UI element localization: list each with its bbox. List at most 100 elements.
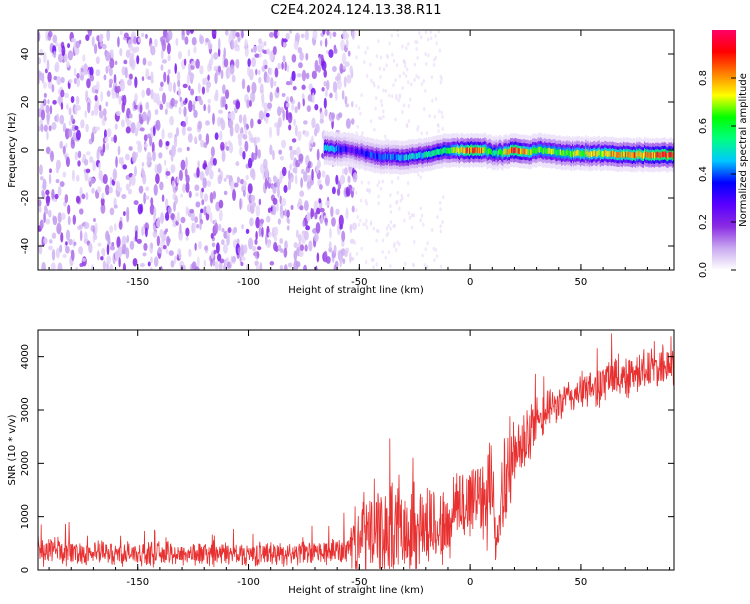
spectrogram-noise-cell (143, 134, 148, 142)
spectrogram-signal-cell (463, 148, 465, 155)
spectrogram-signal-cell (433, 150, 435, 156)
spectrogram-noise-cell (345, 38, 349, 49)
spectrogram-noise-cell (125, 126, 131, 134)
spectrogram-noise-cell (92, 160, 96, 172)
spectrogram-noise-cell (43, 124, 48, 132)
spectrogram-noise-cell (39, 48, 44, 57)
spectrogram-signal-cell (347, 146, 349, 153)
spectrogram-signal-cell (503, 148, 505, 155)
spectrogram-signal-cell (651, 151, 654, 158)
spectrogram-noise-cell (176, 211, 180, 223)
spectrogram-noise-cell (170, 260, 175, 268)
spectrogram-signal-cell (497, 149, 500, 156)
spectrogram-signal-cell (473, 147, 475, 154)
spectrogram-noise-cell (133, 165, 137, 177)
spectrogram-noise-cell (287, 111, 293, 124)
spectrogram-noise-cell (439, 264, 443, 269)
spectrogram-noise-cell (283, 264, 288, 270)
spectrogram-noise-cell (252, 170, 256, 181)
spectrogram-noise-cell (150, 242, 154, 249)
spectrogram-noise-cell (93, 234, 98, 241)
spectrogram-noise-cell (133, 200, 139, 206)
spectrogram-signal-cell (617, 152, 619, 158)
spectrogram-noise-cell (287, 179, 292, 191)
colorbar-tick-label: 0.8 (698, 70, 709, 86)
spectrogram-noise-cell (413, 239, 416, 244)
spectrogram-noise-cell (185, 115, 189, 126)
spectrogram-noise-cell (153, 256, 159, 267)
spectrogram-noise-cell (324, 108, 328, 117)
spectrogram-noise-cell (430, 227, 434, 232)
spectrogram-noise-cell (222, 243, 228, 254)
spectrogram-noise-cell (103, 129, 107, 139)
spectrogram-noise-cell (233, 182, 239, 188)
spectrogram-noise-cell (45, 104, 50, 114)
spectrogram-noise-cell (375, 262, 378, 267)
spectrogram-noise-cell (297, 101, 301, 110)
spectrogram-noise-cell (281, 139, 287, 149)
spectrogram-noise-cell (362, 222, 365, 227)
spectrogram-noise-cell (214, 72, 218, 85)
spectrogram-noise-cell (79, 208, 84, 215)
spectrogram-noise-cell (66, 61, 70, 68)
spectrogram-noise-cell (297, 233, 302, 243)
spectrogram-noise-cell (152, 125, 156, 137)
spectrogram-noise-cell (103, 74, 107, 81)
spectrogram-noise-cell (108, 186, 113, 194)
spectrogram-signal-cell (378, 153, 380, 160)
spectrogram-noise-cell (246, 99, 250, 109)
spectrogram-noise-cell (116, 85, 122, 93)
spectrogram-signal-cell (579, 151, 582, 158)
spectrogram-noise-cell (194, 184, 200, 192)
spectrogram-noise-cell (91, 110, 95, 117)
spectrogram-noise-cell (191, 60, 197, 66)
spectrogram-noise-cell (341, 230, 346, 242)
spectrogram-noise-cell (130, 52, 135, 60)
spectrogram-noise-cell (122, 262, 126, 270)
spectrogram-noise-cell (142, 57, 147, 66)
spectrogram-signal-cell (536, 147, 538, 154)
spectrogram-noise-cell (298, 62, 303, 69)
spectrogram-noise-cell (177, 51, 182, 60)
spectrogram-noise-cell (312, 30, 318, 41)
spectrogram-signal-cell (652, 152, 655, 159)
spectrogram-noise-cell (199, 99, 204, 106)
spectrogram-signal-cell (598, 149, 600, 156)
spectrogram-noise-cell (344, 61, 350, 68)
spectrogram-noise-cell (358, 218, 362, 223)
spectrogram-noise-cell (281, 198, 287, 207)
spectrogram-noise-cell (320, 54, 324, 60)
spectrogram-signal-cell (609, 150, 611, 157)
spectrogram-signal-cell (326, 145, 328, 152)
spectrogram-noise-cell (280, 248, 284, 254)
spectrogram-noise-cell (49, 105, 53, 115)
spectrogram-x-axis: -150 -100 -50 0 50 (48, 30, 671, 288)
spectrogram-noise-cell (332, 65, 337, 72)
spectrogram-noise-cell (417, 75, 420, 80)
spectrogram-signal-cell (662, 151, 665, 158)
spectrogram-noise-cell (322, 30, 326, 35)
spectrogram-noise-cell (268, 126, 273, 139)
spectrogram-noise-cell (385, 53, 389, 58)
spectrogram-noise-cell (295, 229, 299, 238)
spectrogram-noise-cell (223, 47, 226, 60)
spectrogram-signal-cell (393, 154, 395, 160)
spectrogram-signal-cell (630, 152, 632, 159)
spectrogram-noise-cell (404, 74, 408, 79)
spectrogram-signal-cell (607, 151, 609, 158)
spectrogram-noise-cell (441, 114, 444, 119)
spectrogram-noise-cell (234, 123, 240, 134)
spectrogram-signal-cell (404, 154, 406, 161)
spectrogram-noise-cell (124, 66, 128, 79)
spectrogram-noise-cell (357, 45, 360, 50)
spectrogram-noise-cell (180, 216, 186, 224)
spectrogram-noise-cell (439, 229, 443, 234)
spectrogram-signal-cell (385, 154, 388, 160)
spectrogram-noise-cell (395, 96, 398, 101)
spectrogram-noise-cell (158, 152, 163, 159)
spectrogram-noise-cell (425, 61, 428, 66)
spectrogram-noise-cell (43, 51, 47, 64)
spectrogram-noise-cell (43, 81, 47, 89)
spectrogram-noise-cell (74, 46, 80, 55)
spectrogram-noise-cell (47, 30, 53, 38)
